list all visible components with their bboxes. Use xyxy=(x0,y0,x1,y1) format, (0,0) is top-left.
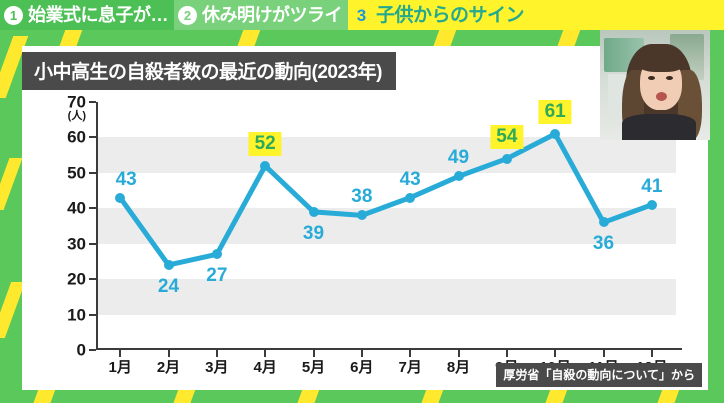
y-tick-50 xyxy=(89,171,96,174)
chapter-item-2[interactable]: 2 休み明けがツライ xyxy=(174,0,348,30)
x-tick-12月 xyxy=(650,350,653,357)
x-axis-label-6月: 6月 xyxy=(350,359,374,376)
x-tick-4月 xyxy=(264,350,267,357)
pip-person-eye-right xyxy=(666,76,673,80)
y-axis-label-60: 60 xyxy=(67,127,86,147)
pip-video-inset[interactable] xyxy=(600,30,710,140)
x-tick-6月 xyxy=(360,350,363,357)
y-axis-label-20: 20 xyxy=(67,269,86,289)
y-axis-label-40: 40 xyxy=(67,198,86,218)
data-point-12月 xyxy=(646,199,657,210)
x-axis-label-5月: 5月 xyxy=(301,359,326,376)
data-point-8月 xyxy=(453,171,464,182)
data-label-10月: 61 xyxy=(538,99,572,124)
y-axis-label-30: 30 xyxy=(67,234,86,254)
pip-person-body xyxy=(622,114,696,140)
data-point-1月 xyxy=(115,192,126,203)
x-axis-label-3月: 3月 xyxy=(205,359,229,376)
y-tick-10 xyxy=(89,313,96,316)
data-label-9月: 54 xyxy=(490,124,524,149)
x-tick-8月 xyxy=(457,350,460,357)
chapter-bar: 1 始業式に息子が… 2 休み明けがツライ 3 子供からのサイン xyxy=(0,0,724,30)
data-point-6月 xyxy=(356,210,367,221)
data-label-12月: 41 xyxy=(641,175,663,197)
data-point-9月 xyxy=(501,153,512,164)
y-axis-label-10: 10 xyxy=(67,305,86,325)
data-point-3月 xyxy=(211,249,222,260)
x-tick-1月 xyxy=(119,350,122,357)
data-label-3月: 27 xyxy=(206,265,228,287)
y-axis-label-70: 70 xyxy=(67,92,86,112)
x-tick-3月 xyxy=(215,350,218,357)
chapter-number-2: 2 xyxy=(178,5,197,25)
grid-band-0 xyxy=(96,279,676,315)
y-tick-40 xyxy=(89,207,96,210)
x-tick-10月 xyxy=(554,350,557,357)
data-label-4月: 52 xyxy=(248,131,282,156)
y-axis-unit: (人) xyxy=(67,110,86,122)
data-point-11月 xyxy=(598,217,609,228)
data-label-7月: 43 xyxy=(399,168,421,190)
x-axis-label-7月: 7月 xyxy=(398,359,422,376)
data-label-11月: 36 xyxy=(592,233,615,255)
chapter-number-3: 3 xyxy=(356,5,367,25)
x-axis-label-1月: 1月 xyxy=(108,359,132,376)
pip-person-mouth xyxy=(656,92,667,101)
y-axis-label-0: 0 xyxy=(76,340,86,360)
y-tick-60 xyxy=(89,136,96,139)
data-point-10月 xyxy=(550,128,561,139)
chart-title: 小中高生の自殺者数の最近の動向(2023年) xyxy=(22,52,396,90)
chapter-item-3-active[interactable]: 3 子供からのサイン xyxy=(348,0,724,30)
grid-band-2 xyxy=(96,137,676,173)
x-tick-11月 xyxy=(602,350,605,357)
x-tick-2月 xyxy=(167,350,170,357)
y-tick-70 xyxy=(89,101,96,103)
x-axis-label-8月: 8月 xyxy=(446,359,471,376)
plot-area xyxy=(96,102,676,350)
y-axis xyxy=(96,102,98,350)
y-axis-label-50: 50 xyxy=(67,163,86,183)
chapter-label-2: 休み明けがツライ xyxy=(202,5,343,25)
data-label-6月: 38 xyxy=(351,186,373,208)
y-tick-20 xyxy=(89,278,96,281)
data-point-5月 xyxy=(308,206,319,217)
data-label-1月: 43 xyxy=(115,168,137,190)
chapter-item-1[interactable]: 1 始業式に息子が… xyxy=(0,0,174,30)
data-point-4月 xyxy=(260,160,271,171)
x-axis-label-4月: 4月 xyxy=(253,359,277,376)
data-label-8月: 49 xyxy=(447,147,470,169)
y-tick-30 xyxy=(89,242,96,245)
chapter-label-1: 始業式に息子が… xyxy=(28,5,169,25)
source-citation: 厚労省「自殺の動向について」から xyxy=(496,363,702,387)
x-axis xyxy=(96,348,682,350)
stripe-left-2 xyxy=(0,158,23,210)
data-point-2月 xyxy=(163,259,174,270)
line-chart: 010203040506070(人)1月2月3月4月5月6月7月8月9月10月1… xyxy=(22,92,708,382)
pip-person-eye-left xyxy=(648,76,655,80)
pip-person-fringe xyxy=(636,50,686,72)
x-tick-9月 xyxy=(505,350,508,357)
chapter-label-3: 子供からのサイン xyxy=(376,4,525,26)
x-tick-5月 xyxy=(312,350,315,357)
data-point-7月 xyxy=(405,192,416,203)
x-tick-7月 xyxy=(409,350,412,357)
chapter-number-1: 1 xyxy=(4,5,23,25)
x-axis-label-2月: 2月 xyxy=(156,359,181,376)
data-label-2月: 24 xyxy=(157,275,180,297)
grid-band-1 xyxy=(96,208,676,244)
data-label-5月: 39 xyxy=(302,222,325,244)
y-tick-0 xyxy=(89,349,96,351)
